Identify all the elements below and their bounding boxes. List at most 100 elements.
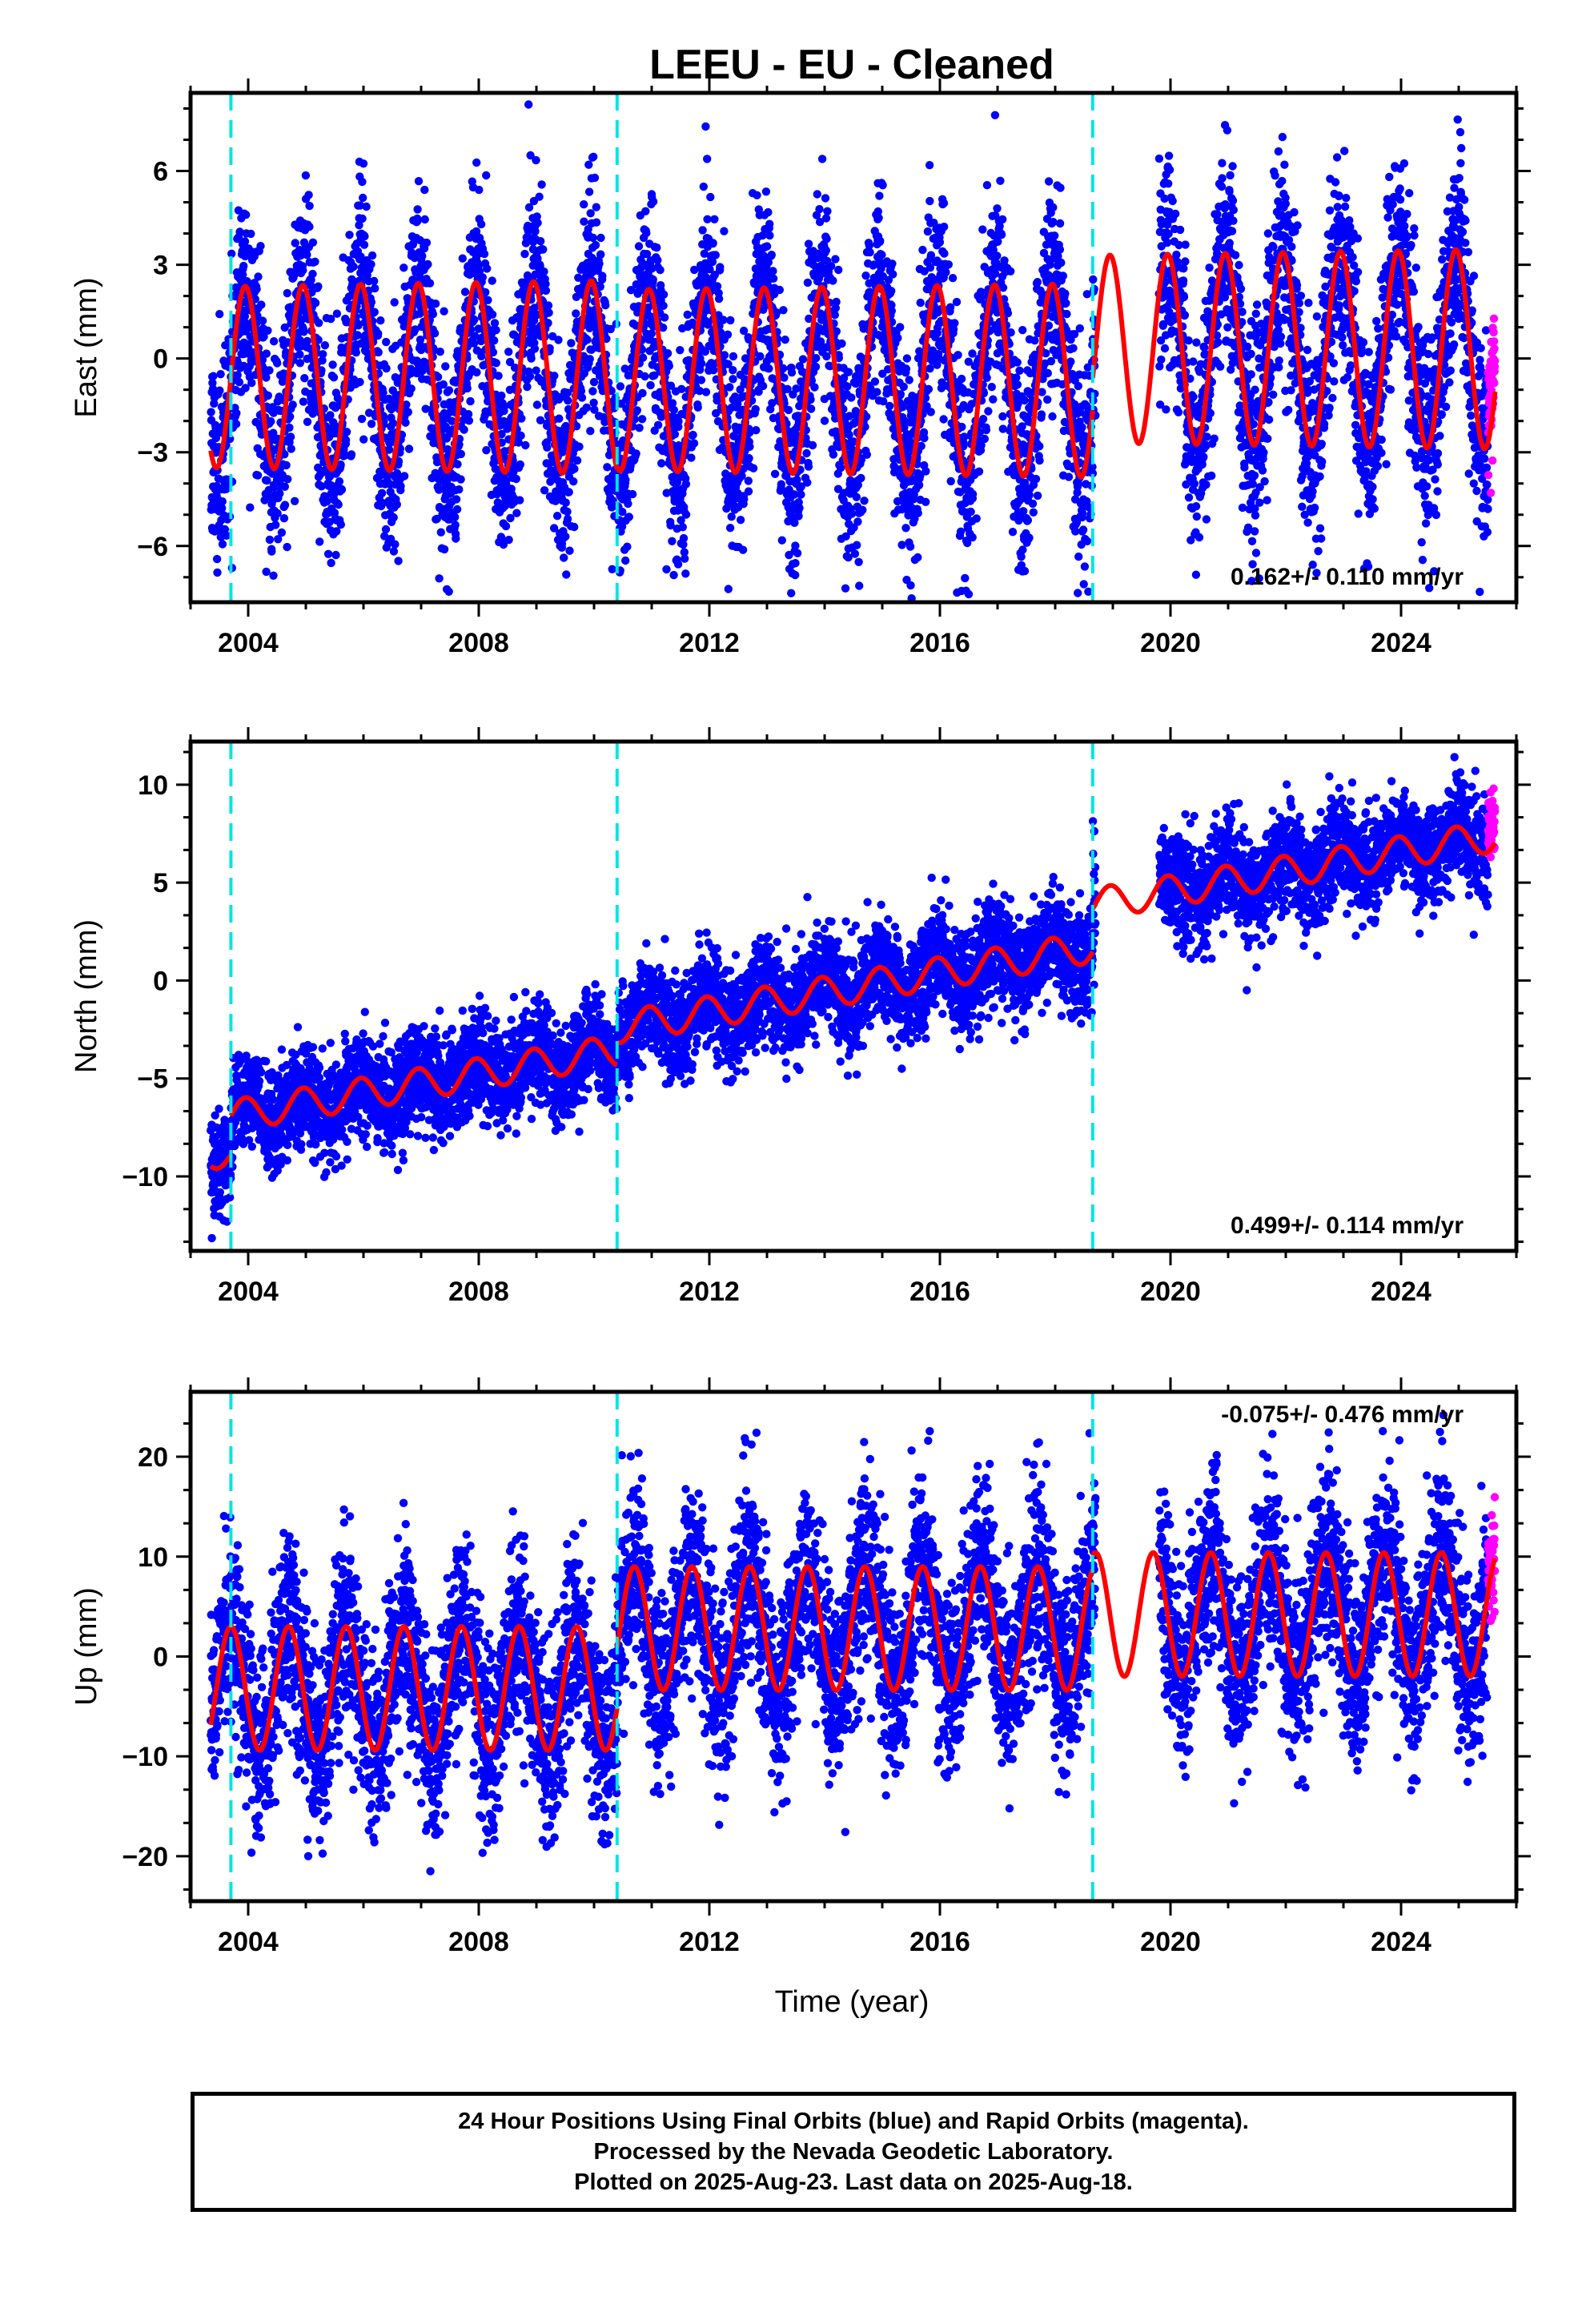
data-point — [663, 349, 673, 358]
data-point — [540, 486, 549, 495]
data-point — [913, 509, 922, 517]
data-point — [521, 440, 530, 450]
data-point — [584, 187, 594, 196]
data-point — [765, 364, 773, 373]
data-point — [351, 348, 360, 357]
data-point — [360, 231, 369, 241]
data-point — [580, 200, 588, 209]
data-point — [956, 527, 966, 536]
data-point — [561, 498, 570, 507]
data-point — [586, 209, 595, 218]
data-point — [523, 382, 532, 392]
data-point — [490, 336, 499, 345]
data-point — [870, 377, 880, 386]
data-point — [810, 383, 819, 392]
data-point — [435, 574, 444, 583]
data-point — [853, 517, 862, 526]
data-point — [787, 368, 797, 377]
data-point — [239, 261, 248, 271]
data-point — [273, 359, 282, 368]
data-point — [648, 197, 658, 206]
data-point — [847, 509, 857, 518]
data-point — [797, 490, 805, 499]
data-point — [638, 388, 647, 398]
data-point — [972, 514, 981, 523]
data-point — [829, 450, 838, 459]
data-point — [877, 251, 886, 259]
data-point — [665, 361, 673, 371]
data-point — [761, 187, 771, 196]
data-point — [906, 581, 915, 590]
data-point — [370, 308, 379, 316]
data-point — [314, 336, 323, 344]
data-point — [274, 535, 283, 544]
data-point — [647, 329, 656, 338]
data-point — [836, 464, 845, 472]
data-point — [440, 545, 449, 554]
data-point — [589, 152, 598, 161]
data-point — [595, 259, 604, 268]
data-point — [724, 585, 733, 593]
data-point — [460, 425, 468, 434]
data-point — [570, 522, 579, 532]
data-point — [701, 388, 711, 396]
data-point — [283, 542, 291, 552]
data-point — [623, 542, 632, 551]
data-point — [720, 351, 729, 360]
data-point — [764, 207, 773, 217]
data-point — [584, 160, 593, 169]
data-point — [687, 453, 696, 462]
data-point — [308, 269, 317, 279]
data-point — [259, 332, 268, 341]
data-point — [676, 346, 685, 355]
data-point — [1037, 410, 1046, 419]
data-point — [263, 391, 272, 400]
data-point — [961, 573, 970, 583]
data-point — [488, 310, 497, 319]
data-point — [823, 207, 832, 215]
data-point — [210, 399, 219, 408]
data-point — [362, 202, 371, 211]
data-point — [327, 558, 335, 568]
data-point — [422, 238, 432, 247]
data-point — [436, 528, 445, 537]
data-point — [299, 397, 308, 406]
data-point — [451, 513, 460, 521]
data-point — [940, 249, 949, 258]
data-point — [980, 434, 990, 444]
data-point — [822, 235, 831, 243]
data-point — [1055, 245, 1065, 254]
data-point — [318, 356, 327, 365]
data-point — [458, 254, 467, 263]
data-point — [444, 386, 454, 395]
data-point — [367, 251, 377, 260]
data-point — [257, 300, 266, 309]
data-point — [1000, 256, 1009, 265]
data-point — [367, 420, 376, 428]
data-point — [563, 514, 572, 524]
data-point — [968, 349, 977, 358]
data-point — [689, 430, 697, 440]
data-point — [592, 218, 601, 227]
data-point — [1006, 267, 1015, 275]
data-point — [751, 404, 760, 414]
data-point — [925, 161, 934, 170]
data-point — [452, 534, 460, 543]
data-point — [968, 489, 978, 499]
data-point — [948, 274, 958, 283]
data-point — [989, 395, 998, 404]
data-point — [855, 581, 864, 590]
data-point — [391, 540, 400, 549]
data-point — [689, 439, 699, 448]
data-point — [589, 377, 599, 387]
data-point — [791, 541, 800, 550]
data-point — [888, 259, 897, 268]
data-point — [464, 416, 474, 425]
data-point — [544, 308, 553, 317]
data-point — [767, 251, 776, 259]
data-point — [327, 315, 335, 324]
data-point — [586, 427, 595, 436]
data-point — [608, 565, 616, 573]
data-point — [815, 205, 824, 214]
